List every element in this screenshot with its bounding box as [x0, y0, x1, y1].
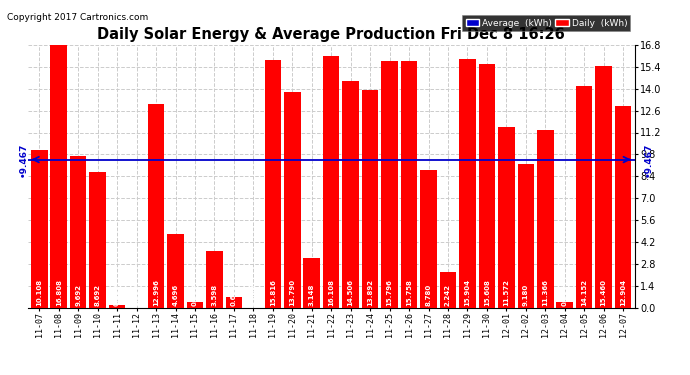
Bar [420, 170, 437, 308]
Text: 9.180: 9.180 [523, 284, 529, 306]
Bar [498, 127, 515, 308]
Text: 15.796: 15.796 [386, 279, 393, 306]
Text: 4.696: 4.696 [172, 284, 179, 306]
Text: 11.572: 11.572 [503, 279, 509, 306]
Bar [264, 60, 281, 308]
Bar [576, 86, 593, 308]
Bar [518, 164, 534, 308]
Text: 14.152: 14.152 [581, 279, 587, 306]
Text: 0.344: 0.344 [192, 284, 198, 306]
Text: Copyright 2017 Cartronics.com: Copyright 2017 Cartronics.com [7, 13, 148, 22]
Bar [304, 258, 320, 308]
Bar [537, 130, 553, 308]
Bar [70, 156, 86, 308]
Bar [382, 61, 398, 308]
Title: Daily Solar Energy & Average Production Fri Dec 8 16:26: Daily Solar Energy & Average Production … [97, 27, 565, 42]
Bar [90, 172, 106, 308]
Text: 16.808: 16.808 [56, 279, 61, 306]
Bar [440, 273, 456, 308]
Text: 2.242: 2.242 [445, 284, 451, 306]
Bar [226, 297, 242, 307]
Text: 13.790: 13.790 [289, 279, 295, 306]
Text: 15.608: 15.608 [484, 279, 490, 306]
Bar [31, 150, 48, 308]
Text: 15.904: 15.904 [464, 279, 471, 306]
Text: 13.892: 13.892 [367, 279, 373, 306]
Text: 15.816: 15.816 [270, 279, 276, 306]
Bar [148, 104, 164, 308]
Text: 8.692: 8.692 [95, 284, 101, 306]
Bar [284, 92, 301, 308]
Bar [459, 59, 475, 308]
Bar [109, 304, 126, 307]
Text: 14.506: 14.506 [348, 279, 354, 306]
Bar [479, 64, 495, 308]
Bar [206, 251, 223, 308]
Legend: Average  (kWh), Daily  (kWh): Average (kWh), Daily (kWh) [462, 15, 630, 31]
Text: 0.698: 0.698 [231, 284, 237, 306]
Bar [615, 106, 631, 308]
Text: •9.467: •9.467 [644, 142, 653, 177]
Bar [362, 90, 378, 308]
Text: 3.598: 3.598 [211, 284, 217, 306]
Bar [50, 45, 67, 308]
Bar [556, 302, 573, 307]
Text: 10.108: 10.108 [37, 279, 42, 306]
Bar [323, 56, 339, 308]
Text: 3.148: 3.148 [308, 284, 315, 306]
Text: 15.460: 15.460 [601, 279, 607, 306]
Text: 9.692: 9.692 [75, 284, 81, 306]
Text: 0.188: 0.188 [114, 284, 120, 306]
Text: 8.780: 8.780 [426, 284, 431, 306]
Bar [167, 234, 184, 308]
Text: 0.000: 0.000 [250, 284, 257, 306]
Text: 11.366: 11.366 [542, 279, 549, 306]
Bar [401, 61, 417, 308]
Text: 0.000: 0.000 [134, 284, 139, 306]
Text: 12.904: 12.904 [620, 279, 626, 306]
Text: 15.758: 15.758 [406, 279, 412, 306]
Bar [187, 302, 204, 307]
Text: •9.467: •9.467 [19, 142, 28, 177]
Bar [595, 66, 612, 308]
Bar [342, 81, 359, 308]
Text: 0.356: 0.356 [562, 284, 568, 306]
Text: 12.996: 12.996 [153, 279, 159, 306]
Text: 16.108: 16.108 [328, 279, 334, 306]
